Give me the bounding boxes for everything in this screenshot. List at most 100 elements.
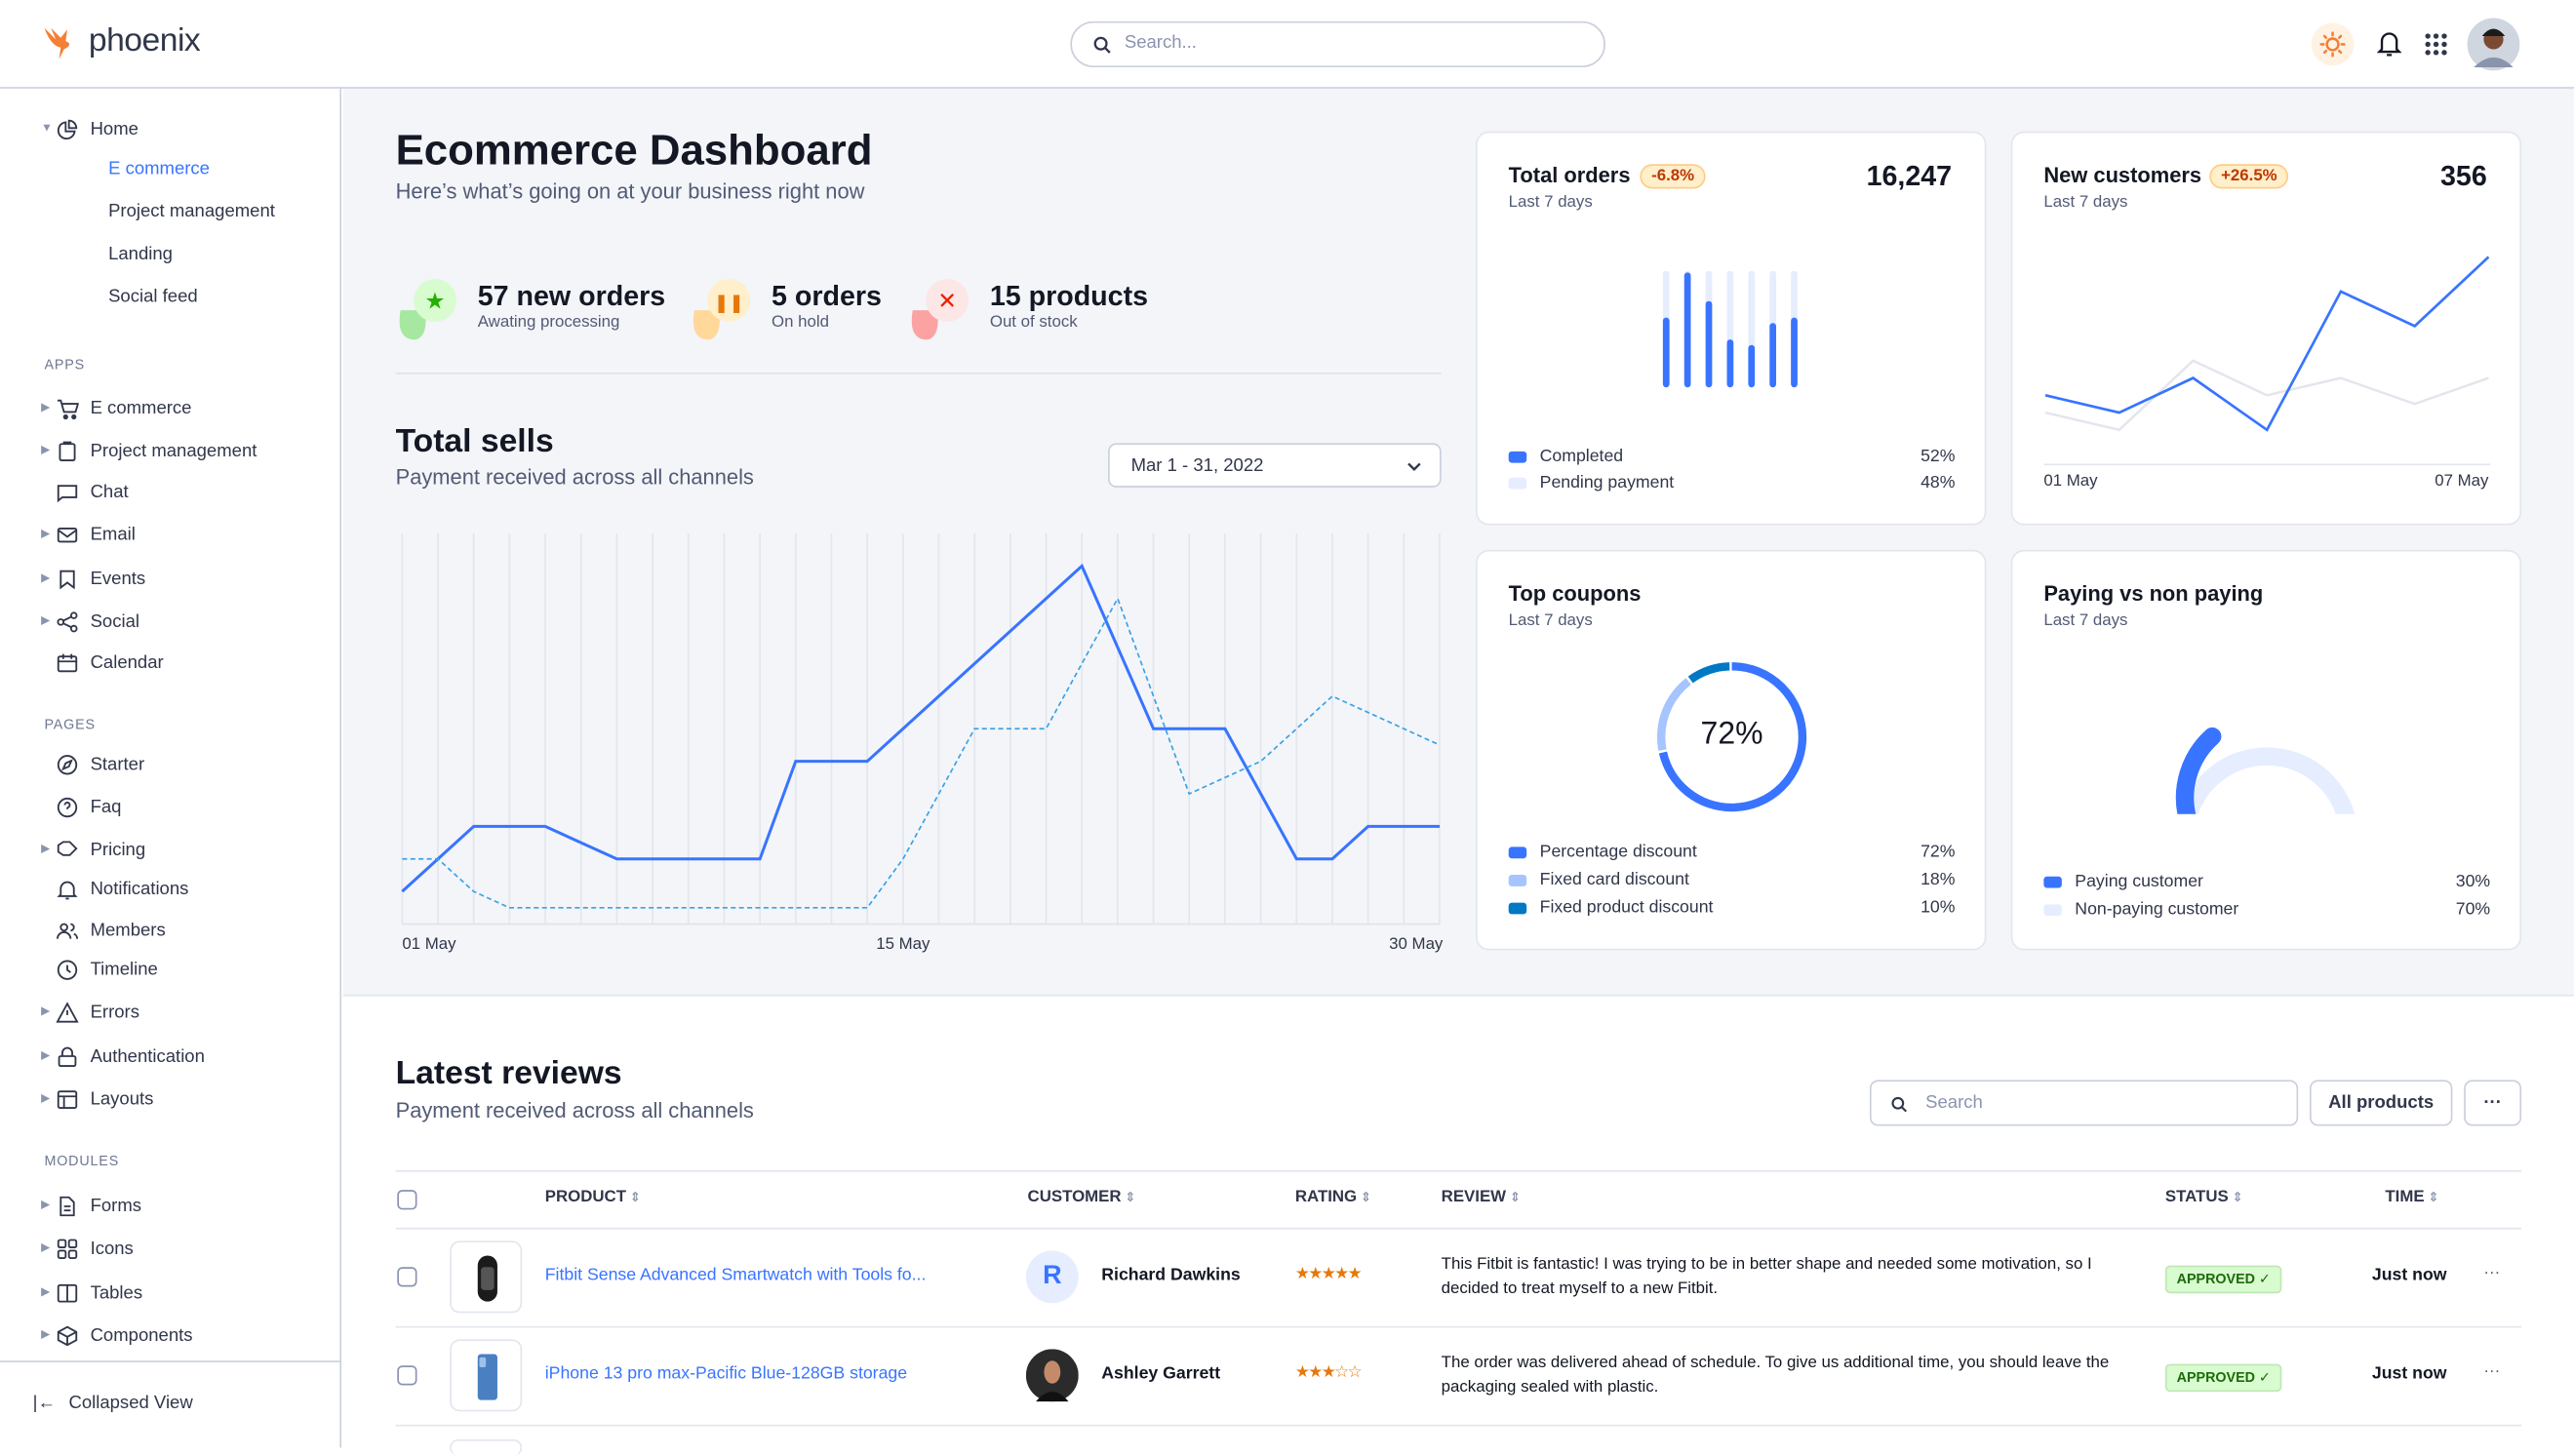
bell-icon[interactable] (2377, 29, 2401, 58)
date-range-select[interactable]: Mar 1 - 31, 2022 (1108, 443, 1442, 487)
help-circle-icon (56, 796, 79, 819)
donut-center-label: 72% (1649, 717, 1813, 753)
sidebar-subitem-landing[interactable]: Landing (108, 245, 173, 264)
product-link[interactable]: Fitbit Sense Advanced Smartwatch with To… (545, 1266, 927, 1285)
row-checkbox[interactable] (397, 1365, 416, 1385)
row-actions-button[interactable]: ··· (2483, 1264, 2500, 1282)
customer-name[interactable]: Richard Dawkins (1101, 1266, 1240, 1285)
all-products-button[interactable]: All products (2310, 1080, 2452, 1125)
column-header-status[interactable]: STATUS ⇕ (2165, 1188, 2243, 1206)
top-navbar: phoenix Search... (0, 0, 2574, 89)
sidebar-item-starter[interactable]: Starter (0, 752, 329, 778)
sidebar-item-timeline[interactable]: Timeline (0, 957, 329, 983)
customer-name[interactable]: Ashley Garrett (1101, 1364, 1220, 1384)
sidebar-item-members[interactable]: Members (0, 918, 329, 944)
layout-icon (56, 1088, 79, 1112)
sidebar-item-notifications[interactable]: Notifications (0, 877, 329, 903)
avatar[interactable] (2468, 19, 2520, 71)
sidebar-item-forms[interactable]: ▶Forms (0, 1194, 329, 1220)
sidebar-item-label: Tables (91, 1280, 143, 1307)
column-header-customer[interactable]: CUSTOMER ⇕ (1028, 1188, 1136, 1206)
sidebar-subitem-project-management[interactable]: Project management (108, 202, 275, 221)
sidebar-subitem-social-feed[interactable]: Social feed (108, 288, 198, 307)
column-label: CUSTOMER (1028, 1188, 1122, 1206)
row-checkbox[interactable] (397, 1267, 416, 1286)
columns-icon (56, 1281, 79, 1305)
sidebar-item-label: Pricing (91, 837, 146, 863)
more-options-button[interactable]: ··· (2464, 1080, 2521, 1125)
table-divider (396, 1228, 2521, 1230)
sort-icon: ⇕ (1122, 1190, 1136, 1204)
change-badge: -6.8% (1640, 164, 1706, 188)
caret-right-icon: ▶ (41, 396, 50, 422)
gauge-track (2188, 757, 2347, 814)
pause-badge-icon: ❚❚ (690, 274, 755, 346)
sidebar-item-label: Timeline (91, 957, 158, 983)
column-header-product[interactable]: PRODUCT ⇕ (545, 1188, 641, 1206)
x-tick-label: 07 May (2435, 473, 2488, 492)
sidebar-item-home[interactable]: ▼Home (0, 116, 329, 142)
sidebar-item-layouts[interactable]: ▶Layouts (0, 1086, 329, 1113)
svg-text:★: ★ (424, 287, 445, 314)
legend-percent: 72% (1921, 842, 1955, 861)
sidebar-item-e-commerce[interactable]: ▶E commerce (0, 396, 329, 422)
sidebar-item-authentication[interactable]: ▶Authentication (0, 1043, 329, 1070)
sidebar-item-calendar[interactable]: Calendar (0, 649, 329, 676)
sidebar-item-label: Chat (91, 479, 129, 505)
sidebar-item-components[interactable]: ▶Components (0, 1322, 329, 1349)
total-sells-title: Total sells (396, 423, 554, 461)
sidebar-section-modules: MODULES (44, 1152, 119, 1168)
legend-swatch (1509, 846, 1527, 858)
sidebar-item-tables[interactable]: ▶Tables (0, 1280, 329, 1307)
phoenix-logo-icon[interactable] (41, 24, 80, 60)
legend-percent: 18% (1921, 870, 1955, 889)
chevron-down-icon (1406, 461, 1421, 473)
select-all-checkbox[interactable] (397, 1190, 416, 1209)
legend-label: Percentage discount (1540, 842, 1697, 861)
table-divider (396, 1170, 2521, 1172)
sidebar-subitem-e-commerce[interactable]: E commerce (108, 159, 210, 178)
sidebar-item-pricing[interactable]: ▶Pricing (0, 837, 329, 863)
theme-toggle-button[interactable] (2312, 23, 2355, 66)
legend-swatch (1509, 902, 1527, 914)
sidebar-item-label: Members (91, 918, 166, 944)
reviews-search-input[interactable]: Search (1870, 1080, 2298, 1125)
sidebar-item-email[interactable]: ▶Email (0, 522, 329, 548)
column-header-time[interactable]: TIME ⇕ (2385, 1188, 2438, 1206)
sidebar-item-errors[interactable]: ▶Errors (0, 1000, 329, 1026)
sidebar-item-faq[interactable]: Faq (0, 795, 329, 821)
global-search-input[interactable]: Search... (1070, 21, 1605, 67)
product-thumbnail[interactable] (450, 1339, 522, 1411)
sort-icon: ⇕ (2229, 1190, 2243, 1204)
apps-grid-icon[interactable] (2425, 33, 2448, 57)
sidebar-item-project-management[interactable]: ▶Project management (0, 438, 329, 464)
collapse-sidebar-button[interactable]: |←Collapsed View (33, 1394, 193, 1413)
caret-down-icon: ▼ (41, 116, 53, 142)
total-orders-value: 16,247 (1867, 161, 1953, 194)
search-icon (1891, 1096, 1908, 1113)
sidebar-section-pages: PAGES (44, 716, 95, 732)
reviews-subtitle: Payment received across all channels (396, 1098, 754, 1122)
caret-right-icon: ▶ (41, 567, 50, 593)
product-link[interactable]: iPhone 13 pro max-Pacific Blue-128GB sto… (545, 1364, 907, 1384)
sidebar-item-social[interactable]: ▶Social (0, 609, 329, 635)
sidebar-item-icons[interactable]: ▶Icons (0, 1236, 329, 1262)
sidebar-item-events[interactable]: ▶ Events (0, 567, 329, 593)
logo-text[interactable]: phoenix (89, 23, 200, 61)
sidebar-item-label: Icons (91, 1236, 134, 1262)
share-icon (56, 610, 79, 634)
column-header-review[interactable]: REVIEW ⇕ (1442, 1188, 1521, 1206)
x-tick-label: 15 May (876, 934, 931, 953)
sidebar-item-label: Events (91, 567, 146, 593)
sidebar-divider (0, 1360, 341, 1362)
product-thumbnail[interactable] (450, 1240, 522, 1313)
sidebar-item-chat[interactable]: Chat (0, 479, 329, 505)
column-header-rating[interactable]: RATING ⇕ (1295, 1188, 1371, 1206)
status-badge: APPROVED ✓ (2165, 1266, 2282, 1294)
row-actions-button[interactable]: ··· (2483, 1362, 2500, 1381)
review-time: Just now (2372, 1266, 2447, 1285)
